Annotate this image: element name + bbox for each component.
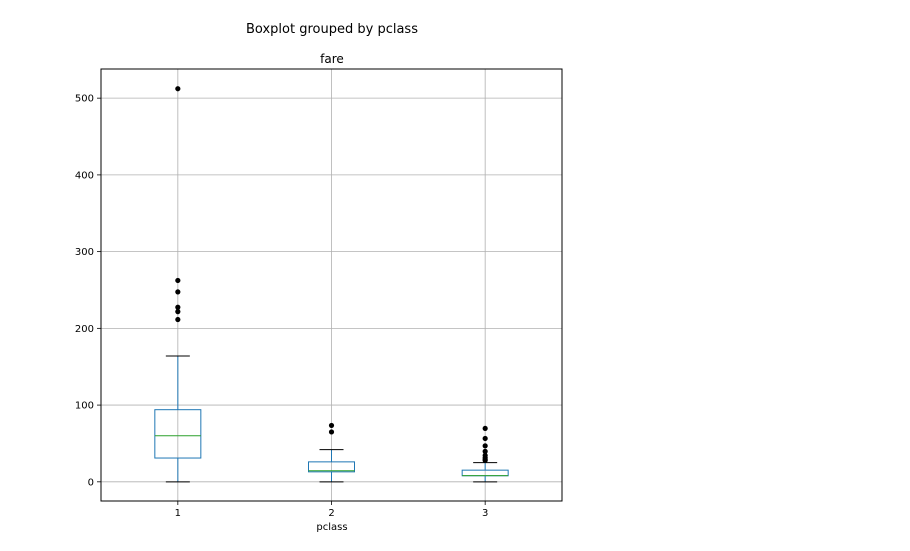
outlier-point — [175, 86, 181, 92]
outlier-point — [482, 425, 488, 432]
outlier-point — [175, 289, 181, 295]
chart-suptitle: Boxplot grouped by pclass — [246, 22, 418, 37]
outlier-point — [175, 316, 181, 323]
y-tick-label: 0 — [88, 477, 94, 488]
x-tick-label: 3 — [482, 508, 488, 519]
axis-ticks: 0 100 200 300 400 500 1 2 3 — [75, 94, 488, 519]
y-tick-label: 100 — [75, 401, 94, 412]
box-group-1 — [154, 86, 202, 483]
outlier-point — [482, 452, 488, 459]
outlier-point — [175, 277, 181, 284]
x-axis-label: pclass — [316, 522, 347, 533]
y-tick-label: 500 — [75, 94, 94, 105]
chart-title: fare — [320, 52, 344, 66]
iqr-box — [308, 461, 355, 473]
iqr-box — [154, 409, 202, 459]
y-tick-label: 400 — [75, 170, 94, 181]
outlier-point — [482, 435, 488, 442]
boxes-group — [154, 86, 509, 483]
outlier-point — [482, 448, 488, 454]
outlier-point — [328, 429, 335, 435]
box-group-2 — [308, 422, 355, 483]
outlier-point — [175, 309, 181, 315]
plot-frame — [100, 68, 563, 502]
y-tick-label: 200 — [75, 324, 94, 335]
outlier-point — [482, 443, 488, 449]
outlier-point — [328, 422, 335, 429]
x-tick-label: 1 — [175, 508, 181, 519]
outlier-point — [175, 304, 181, 310]
x-tick-label: 2 — [328, 508, 334, 519]
y-tick-label: 300 — [75, 247, 94, 258]
box-group-3 — [461, 425, 509, 483]
